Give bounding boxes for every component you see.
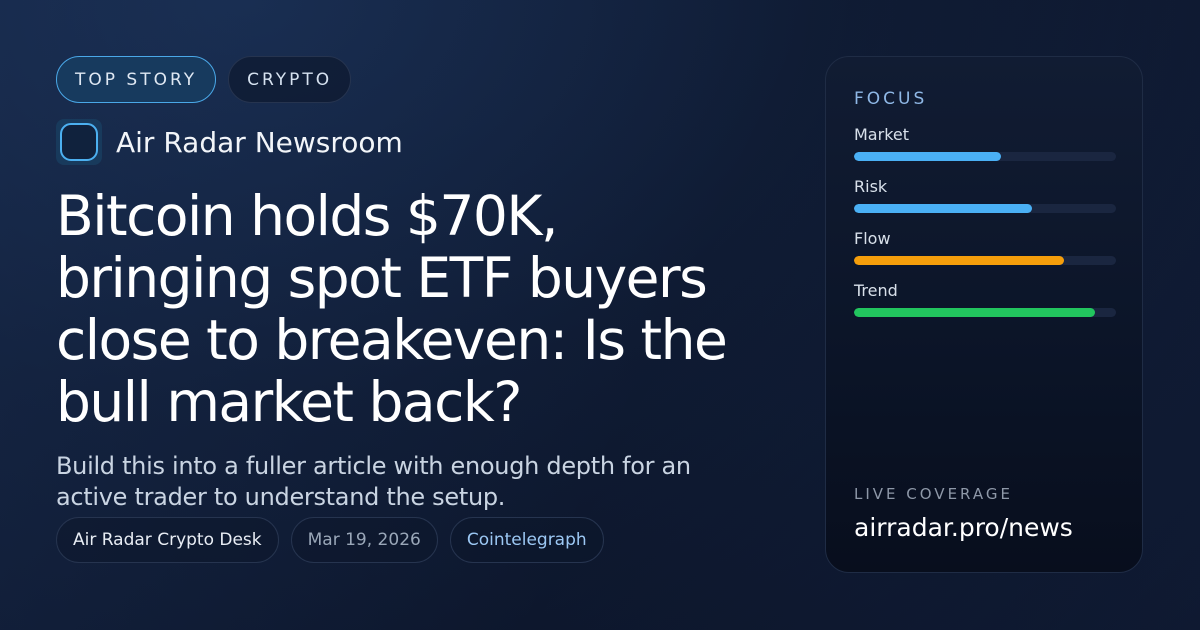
rounded-square-logo-icon <box>56 119 102 165</box>
live-coverage: LIVE COVERAGE airradar.pro/news <box>854 485 1073 542</box>
live-label: LIVE COVERAGE <box>854 485 1013 503</box>
metric-label: Risk <box>854 177 888 196</box>
progress-fill <box>854 152 1001 161</box>
progress-bar <box>854 256 1116 265</box>
source-chip[interactable]: Cointelegraph <box>449 517 604 563</box>
tag-list: TOP STORY CRYPTO <box>56 56 786 103</box>
metric-label: Trend <box>854 281 898 300</box>
author-chip[interactable]: Air Radar Crypto Desk <box>56 517 279 563</box>
brand: Air Radar Newsroom <box>56 119 786 165</box>
progress-fill <box>854 256 1064 265</box>
headline: Bitcoin holds $70K, bringing spot ETF bu… <box>56 184 728 434</box>
focus-title: FOCUS <box>854 89 928 109</box>
progress-bar <box>854 204 1116 213</box>
tag-crypto[interactable]: CRYPTO <box>228 56 352 103</box>
metric-label: Market <box>854 125 909 144</box>
tag-top-story[interactable]: TOP STORY <box>56 56 217 103</box>
progress-fill <box>854 308 1096 317</box>
meta-chips: Air Radar Crypto Desk Mar 19, 2026 Coint… <box>56 517 786 563</box>
date-chip: Mar 19, 2026 <box>290 517 438 563</box>
metric-market: Market <box>854 125 1116 161</box>
story-content: TOP STORY CRYPTO Air Radar Newsroom Bitc… <box>56 56 786 563</box>
metric-trend: Trend <box>854 281 1116 317</box>
progress-fill <box>854 204 1033 213</box>
metric-label: Flow <box>854 229 891 248</box>
metric-flow: Flow <box>854 229 1116 265</box>
live-url-link[interactable]: airradar.pro/news <box>854 513 1073 542</box>
metric-risk: Risk <box>854 177 1116 213</box>
progress-bar <box>854 152 1116 161</box>
focus-panel: FOCUS Market Risk Flow Trend LIVE COVERA… <box>825 56 1143 573</box>
progress-bar <box>854 308 1116 317</box>
dek: Build this into a fuller article with en… <box>56 452 691 511</box>
brand-name: Air Radar Newsroom <box>116 125 403 159</box>
